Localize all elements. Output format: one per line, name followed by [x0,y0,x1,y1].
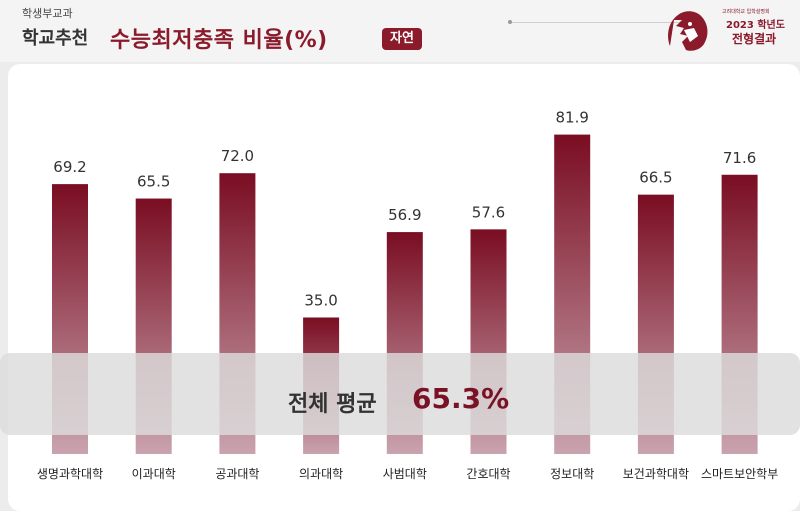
average-label: 전체 평균 [288,392,377,417]
page-title: 수능최저충족 비율(%) [110,28,328,53]
category-label-5: 사범대학 [383,467,427,481]
category-label-8: 보건과학대학 [623,467,689,481]
logo-caption: 고려대학교 입학설명회 [722,9,770,15]
category-badge: 자연 [382,28,422,50]
value-label-8: 66.5 [639,169,672,187]
value-label-2: 65.5 [137,173,170,191]
header-category: 학교추천 [22,28,89,49]
header-bar: 학생부교과 학교추천 수능최저충족 비율(%) 자연 고려대학교 입학설명회 2… [0,0,800,62]
value-label-5: 56.9 [388,206,421,224]
logo-title: 전형결과 [732,32,777,46]
category-label-7: 정보대학 [550,467,594,481]
tiger-logo-icon [668,11,708,51]
value-label-4: 35.0 [304,292,337,310]
logo-year: 2023 학년도 [726,20,785,31]
category-label-4: 의과대학 [299,467,343,481]
decorative-line [512,22,682,23]
category-label-1: 생명과학대학 [37,467,103,481]
average-value: 65.3% [412,382,510,415]
header-subtitle: 학생부교과 [22,7,73,20]
value-label-1: 69.2 [53,158,86,176]
decorative-dot [508,20,512,24]
category-label-2: 이과대학 [132,467,176,481]
category-label-6: 간호대학 [466,467,510,481]
value-label-3: 72.0 [221,147,254,165]
category-label-3: 공과대학 [215,467,259,481]
category-label-9: 스마트보안학부 [701,467,778,481]
value-label-7: 81.9 [555,109,588,127]
value-label-6: 57.6 [472,203,505,221]
average-band [0,353,800,435]
value-label-9: 71.6 [723,149,756,167]
